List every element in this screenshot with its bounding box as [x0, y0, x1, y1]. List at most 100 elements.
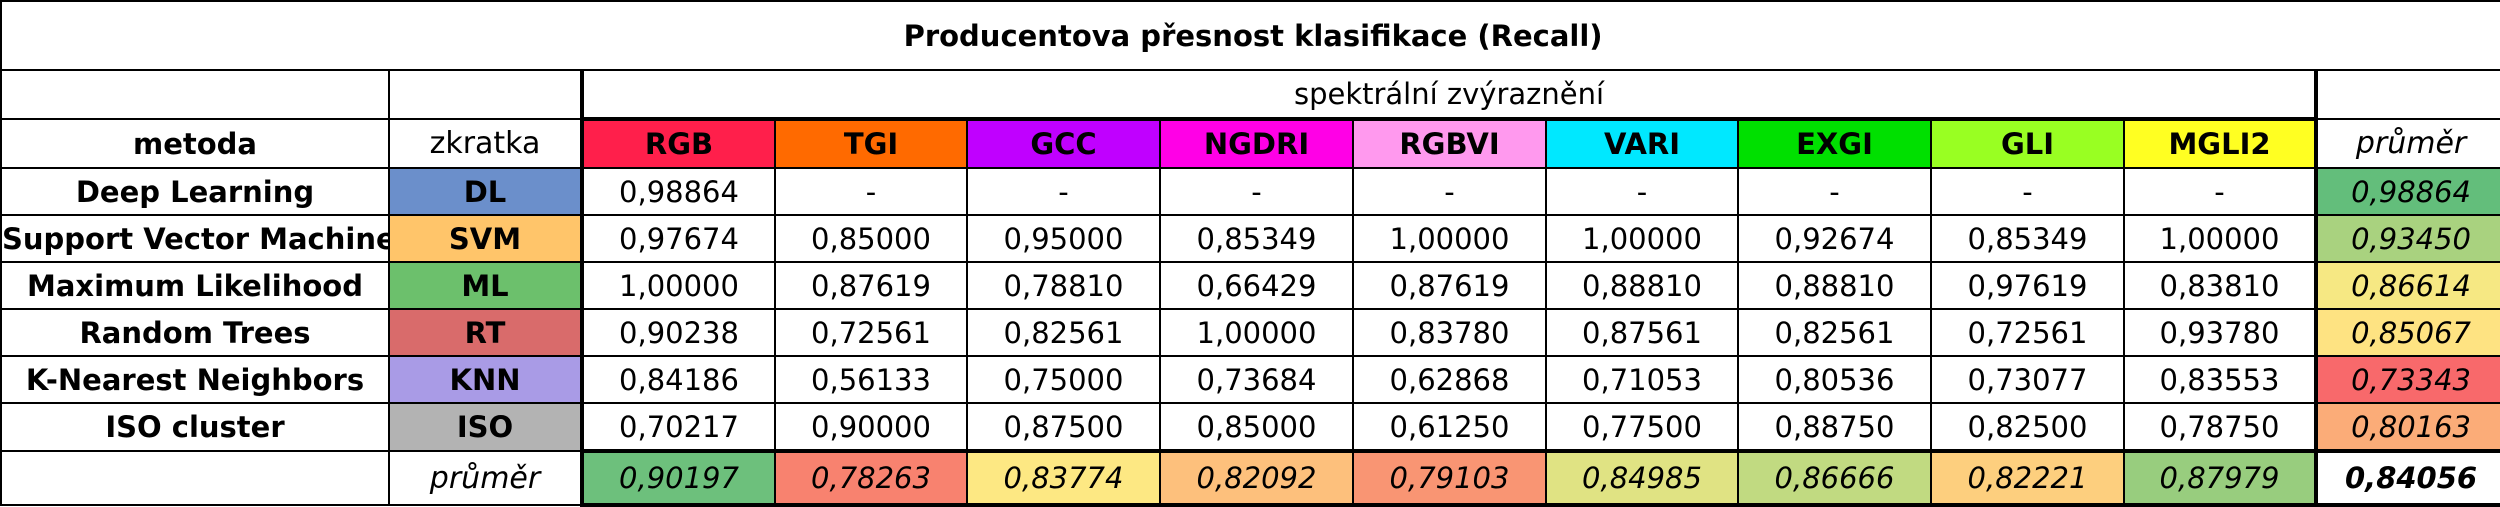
recall-value-cell: 0,85000: [1159, 402, 1354, 452]
method-abbr: DL: [388, 167, 583, 216]
table-title: Producentova přesnost klasifikace (Recal…: [0, 0, 2500, 71]
method-name: Random Trees: [0, 308, 390, 357]
recall-value-cell: 0,84186: [580, 355, 776, 404]
blank-cell: [0, 450, 390, 506]
column-mean-cell: 0,84985: [1545, 449, 1739, 507]
band-header-mgli2: MGLI2: [2123, 117, 2318, 169]
recall-value-cell: 0,72561: [774, 308, 968, 357]
method-name: K-Nearest Neighbors: [0, 355, 390, 404]
recall-value-cell: 0,83553: [2123, 355, 2318, 404]
table-row: Random Trees RT 0,90238 0,72561 0,82561 1,000…: [0, 308, 2500, 357]
recall-value-cell: 0,88810: [1545, 261, 1739, 310]
table-row: Support Vector Machine SVM 0,97674 0,85000 0…: [0, 214, 2500, 263]
recall-value-cell: 0,85349: [1930, 214, 2125, 263]
recall-value-cell: 0,78810: [966, 261, 1161, 310]
mean-row-label: průměr: [388, 450, 583, 506]
method-name: ISO cluster: [0, 402, 390, 452]
recall-value-cell: 0,73077: [1930, 355, 2125, 404]
recall-value-cell: -: [1737, 167, 1932, 216]
row-mean-cell: 0,98864: [2314, 167, 2500, 216]
row-mean-cell: 0,86614: [2314, 261, 2500, 310]
recall-value-cell: 0,70217: [580, 402, 776, 452]
column-header-abbr: zkratka: [388, 118, 583, 169]
recall-value-cell: -: [774, 167, 968, 216]
column-header-method: metoda: [0, 118, 390, 169]
group-header-spectral: spektrální zvýraznění: [580, 69, 2318, 120]
method-abbr: ML: [388, 261, 583, 310]
recall-value-cell: 1,00000: [1545, 214, 1739, 263]
table-row: Maximum Likelihood ML 1,00000 0,87619 0,7881…: [0, 261, 2500, 310]
column-mean-cell: 0,87979: [2123, 449, 2318, 507]
column-mean-cell: 0,86666: [1737, 449, 1932, 507]
recall-value-cell: 0,80536: [1737, 355, 1932, 404]
overall-mean-cell: 0,84056: [2313, 449, 2500, 507]
recall-value-cell: -: [1159, 167, 1354, 216]
recall-value-cell: -: [2123, 167, 2318, 216]
recall-value-cell: 0,98864: [580, 167, 776, 216]
recall-value-cell: 0,83810: [2123, 261, 2318, 310]
recall-value-cell: 0,78750: [2123, 402, 2318, 452]
recall-value-cell: 0,87561: [1545, 308, 1739, 357]
column-mean-cell: 0,82221: [1930, 449, 2125, 507]
recall-value-cell: 0,72561: [1930, 308, 2125, 357]
mean-row: průměr 0,90197 0,78263 0,83774 0,82092 0,7910…: [0, 449, 2500, 507]
row-mean-cell: 0,80163: [2314, 402, 2500, 452]
recall-value-cell: 0,88810: [1737, 261, 1932, 310]
recall-value-cell: 0,88750: [1737, 402, 1932, 452]
recall-value-cell: 0,61250: [1352, 402, 1547, 452]
band-header-ngdri: NGDRI: [1159, 117, 1354, 169]
recall-value-cell: 0,56133: [774, 355, 968, 404]
band-header-tgi: TGI: [774, 117, 968, 169]
recall-value-cell: 0,87619: [1352, 261, 1547, 310]
recall-value-cell: 0,75000: [966, 355, 1161, 404]
blank-cell: [388, 69, 583, 120]
recall-value-cell: 1,00000: [2123, 214, 2318, 263]
table-row: Deep Learning DL 0,98864- - - - - - - -0,98864: [0, 167, 2500, 216]
row-mean-cell: 0,85067: [2314, 308, 2500, 357]
recall-value-cell: 0,77500: [1545, 402, 1739, 452]
recall-value-cell: 0,82561: [966, 308, 1161, 357]
recall-value-cell: 0,93780: [2123, 308, 2318, 357]
recall-value-cell: 0,90238: [580, 308, 776, 357]
recall-value-cell: 0,97674: [580, 214, 776, 263]
row-mean-cell: 0,73343: [2314, 355, 2500, 404]
method-abbr: SVM: [388, 214, 583, 263]
method-abbr: ISO: [388, 402, 583, 452]
column-mean-cell: 0,90197: [580, 449, 776, 507]
recall-value-cell: 0,82500: [1930, 402, 2125, 452]
recall-value-cell: 0,82561: [1737, 308, 1932, 357]
column-mean-cell: 0,82092: [1159, 449, 1354, 507]
recall-value-cell: 0,83780: [1352, 308, 1547, 357]
column-mean-cell: 0,79103: [1352, 449, 1547, 507]
recall-value-cell: 0,97619: [1930, 261, 2125, 310]
table-row: K-Nearest Neighbors KNN 0,84186 0,56133 0,75…: [0, 355, 2500, 404]
method-name: Support Vector Machine: [0, 214, 390, 263]
table-row: ISO cluster ISO 0,70217 0,90000 0,87500 0,850…: [0, 402, 2500, 452]
recall-value-cell: 0,87619: [774, 261, 968, 310]
row-mean-cell: 0,93450: [2314, 214, 2500, 263]
recall-value-cell: 0,62868: [1352, 355, 1547, 404]
band-header-gcc: GCC: [966, 117, 1161, 169]
recall-value-cell: -: [1545, 167, 1739, 216]
recall-value-cell: -: [1930, 167, 2125, 216]
recall-value-cell: 0,85000: [774, 214, 968, 263]
column-header-mean: průměr: [2314, 118, 2500, 169]
band-header-rgb: RGB: [580, 117, 776, 169]
recall-value-cell: -: [1352, 167, 1547, 216]
blank-cell: [0, 69, 390, 120]
column-mean-cell: 0,78263: [774, 449, 968, 507]
recall-value-cell: 0,92674: [1737, 214, 1932, 263]
blank-cell: [2314, 69, 2500, 120]
method-abbr: KNN: [388, 355, 583, 404]
recall-value-cell: 1,00000: [1159, 308, 1354, 357]
recall-value-cell: 0,66429: [1159, 261, 1354, 310]
recall-value-cell: 0,95000: [966, 214, 1161, 263]
recall-value-cell: 1,00000: [1352, 214, 1547, 263]
recall-value-cell: 0,87500: [966, 402, 1161, 452]
recall-value-cell: -: [966, 167, 1161, 216]
method-abbr: RT: [388, 308, 583, 357]
band-header-exgi: EXGI: [1737, 117, 1932, 169]
band-header-gli: GLI: [1930, 117, 2125, 169]
